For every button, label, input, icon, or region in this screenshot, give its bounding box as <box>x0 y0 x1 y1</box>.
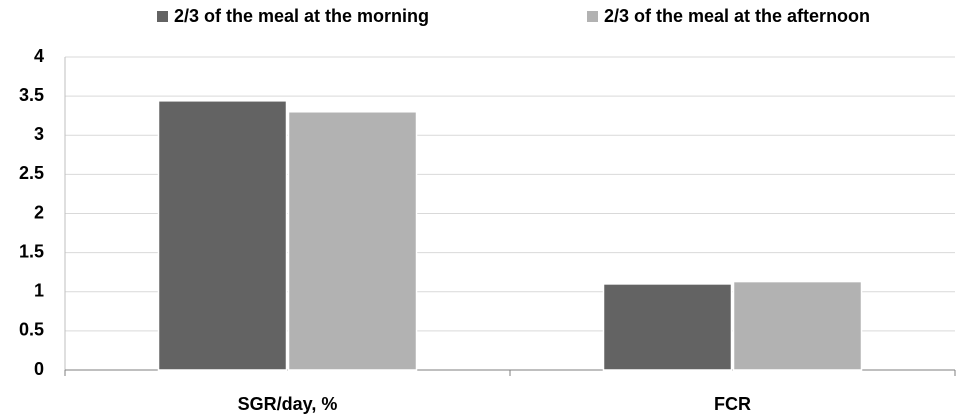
bar <box>157 100 288 371</box>
legend-swatch <box>157 11 168 22</box>
y-tick-label: 1.5 <box>19 241 44 261</box>
y-tick-label: 4 <box>34 46 44 66</box>
x-tick-label: SGR/day, % <box>238 394 338 414</box>
legend-swatch <box>587 11 598 22</box>
bar <box>287 111 418 371</box>
y-tick-label: 3 <box>34 124 44 144</box>
y-tick-label: 1 <box>34 281 44 301</box>
y-tick-label: 0.5 <box>19 320 44 340</box>
y-tick-label: 2 <box>34 202 44 222</box>
y-tick-label: 3.5 <box>19 85 44 105</box>
bar <box>602 283 733 371</box>
bar <box>732 280 863 371</box>
x-tick-label: FCR <box>714 394 751 414</box>
legend-label: 2/3 of the meal at the afternoon <box>604 6 870 26</box>
y-tick-label: 0 <box>34 359 44 379</box>
legend-label: 2/3 of the meal at the morning <box>174 6 429 26</box>
y-tick-label: 2.5 <box>19 163 44 183</box>
